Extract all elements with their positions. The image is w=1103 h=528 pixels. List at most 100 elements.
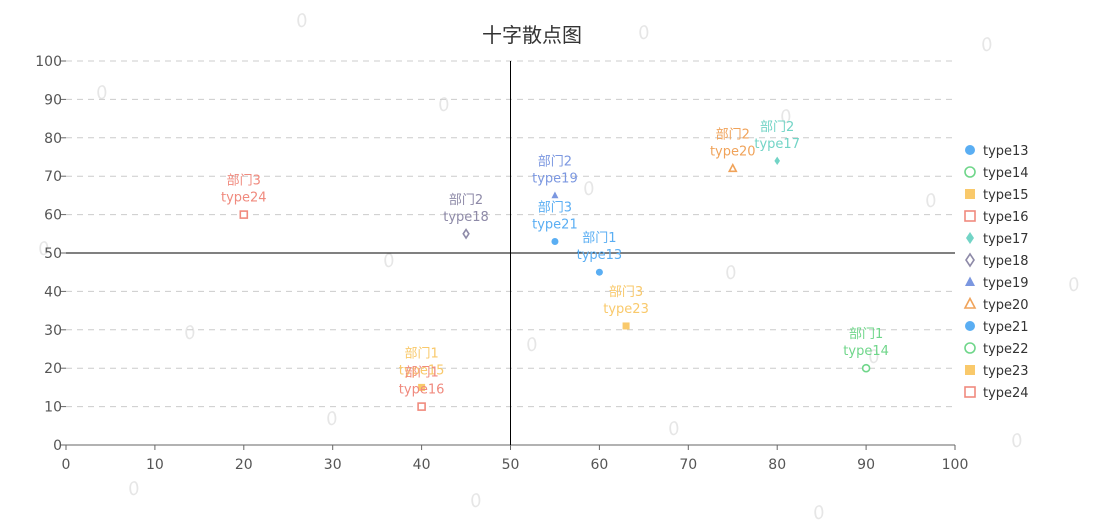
axes: 0 10 20 30 40 50 60 70 80 90 100 0 10 20 30 40 50 60 70 80 9… xyxy=(35,54,968,473)
data-points xyxy=(239,156,871,411)
point-label-type: type13 xyxy=(577,248,623,263)
legend-symbol-type18 xyxy=(965,252,975,268)
watermark-layer: 0 0 0 0 0 0 0 0 0 0 0 0 0 0 0 0 0 0 0 0 0 xyxy=(36,10,1082,525)
legend-symbol-type20 xyxy=(963,296,977,309)
point-label-dept: 部门2 xyxy=(538,154,572,169)
legend-item-type19[interactable]: type19 xyxy=(965,276,1029,291)
watermark-glyph: 0 xyxy=(866,346,882,369)
point-label-dept: 部门3 xyxy=(227,174,261,189)
legend-symbol-type15 xyxy=(965,189,975,199)
data-point-type23 xyxy=(622,322,630,330)
point-label-type: type21 xyxy=(532,217,578,232)
y-tick-label: 10 xyxy=(44,400,62,416)
data-point-type17 xyxy=(774,156,780,166)
point-labels: 部门1type13部门1type14部门1type15部门1type16部门2t… xyxy=(221,120,889,398)
watermark-glyph: 0 xyxy=(36,238,52,261)
legend-item-type22[interactable]: type22 xyxy=(964,342,1029,357)
y-tick-label: 30 xyxy=(44,323,62,339)
watermark-glyph: 0 xyxy=(324,408,340,431)
point-label-dept: 部门2 xyxy=(760,120,794,135)
y-tick-label: 70 xyxy=(44,169,62,185)
y-tick-label: 90 xyxy=(44,92,62,108)
data-point-type18 xyxy=(462,228,470,240)
point-label-type: type16 xyxy=(399,383,445,398)
watermark-glyph: 0 xyxy=(294,10,310,33)
legend-item-type17[interactable]: type17 xyxy=(966,232,1029,247)
legend-item-type20[interactable]: type20 xyxy=(963,296,1029,313)
point-label-dept: 部门2 xyxy=(449,193,483,208)
point-label-type: type23 xyxy=(603,302,649,317)
legend-symbol-type24 xyxy=(964,386,976,398)
legend-item-type13[interactable]: type13 xyxy=(965,144,1029,159)
watermark-glyph: 0 xyxy=(1009,430,1025,453)
y-tick-label: 40 xyxy=(44,284,62,300)
x-tick-label: 100 xyxy=(942,457,969,473)
watermark-glyph: 0 xyxy=(126,478,142,501)
point-label-type: type20 xyxy=(710,145,756,160)
x-tick-label: 50 xyxy=(502,457,520,473)
legend-symbol-type19 xyxy=(965,276,975,286)
point-label-type: type19 xyxy=(532,171,578,186)
watermark-glyph: 0 xyxy=(524,334,540,357)
legend-label: type18 xyxy=(983,254,1029,269)
watermark-glyph: 0 xyxy=(182,322,198,345)
legend-label: type19 xyxy=(983,276,1029,291)
x-tick-label: 40 xyxy=(413,457,431,473)
legend-label: type21 xyxy=(983,320,1029,335)
legend-symbol-type23 xyxy=(965,365,975,375)
legend-symbol-type21 xyxy=(965,321,975,331)
data-point-type24 xyxy=(239,210,249,219)
legend-item-type21[interactable]: type21 xyxy=(965,320,1029,335)
legend-label: type15 xyxy=(983,188,1029,203)
legend-symbol-type13 xyxy=(965,145,975,155)
watermark-glyph: 0 xyxy=(723,262,739,285)
data-point-type14 xyxy=(861,363,871,373)
legend-label: type17 xyxy=(983,232,1029,247)
x-tick-label: 30 xyxy=(324,457,342,473)
watermark-glyph: 0 xyxy=(581,178,597,201)
y-tick-label: 50 xyxy=(44,246,62,262)
legend-item-type15[interactable]: type15 xyxy=(965,188,1029,203)
point-label-type: type24 xyxy=(221,191,267,206)
watermark-glyph: 0 xyxy=(811,502,827,525)
legend[interactable]: type13 type14 type15 type16 type17 type18 type… xyxy=(963,144,1029,401)
x-tick-label: 20 xyxy=(235,457,253,473)
data-point-type20 xyxy=(727,162,738,173)
legend-item-type16[interactable]: type16 xyxy=(964,210,1029,225)
x-tick-label: 90 xyxy=(857,457,875,473)
legend-symbol-type17 xyxy=(966,232,974,244)
y-tick-label: 20 xyxy=(44,361,62,377)
legend-item-type24[interactable]: type24 xyxy=(964,386,1029,401)
y-tick-label: 80 xyxy=(44,131,62,147)
legend-symbol-type16 xyxy=(964,210,976,222)
chart-title: 十字散点图 xyxy=(482,23,582,47)
watermark-glyph: 0 xyxy=(381,250,397,273)
legend-label: type22 xyxy=(983,342,1029,357)
point-label-dept: 部门1 xyxy=(404,366,438,381)
watermark-glyph: 0 xyxy=(94,82,110,105)
watermark-glyph: 0 xyxy=(636,22,652,45)
x-tick-label: 80 xyxy=(768,457,786,473)
watermark-glyph: 0 xyxy=(436,94,452,117)
point-label-dept: 部门1 xyxy=(404,346,438,361)
data-point-type13 xyxy=(595,268,603,276)
point-label-dept: 部门3 xyxy=(538,200,572,215)
legend-symbol-type22 xyxy=(964,342,976,354)
legend-label: type16 xyxy=(983,210,1029,225)
watermark-glyph: 0 xyxy=(979,34,995,57)
legend-item-type14[interactable]: type14 xyxy=(964,166,1029,181)
legend-item-type23[interactable]: type23 xyxy=(965,364,1029,379)
x-tick-label: 10 xyxy=(146,457,164,473)
watermark-glyph: 0 xyxy=(1066,274,1082,297)
data-point-type19 xyxy=(551,191,559,199)
legend-label: type24 xyxy=(983,386,1029,401)
point-label-type: type18 xyxy=(443,210,489,225)
legend-label: type13 xyxy=(983,144,1029,159)
legend-label: type23 xyxy=(983,364,1029,379)
legend-symbol-type14 xyxy=(964,166,976,178)
point-label-dept: 部门1 xyxy=(849,327,883,342)
legend-item-type18[interactable]: type18 xyxy=(965,252,1029,269)
x-tick-label: 60 xyxy=(590,457,608,473)
data-point-type16 xyxy=(417,402,426,411)
